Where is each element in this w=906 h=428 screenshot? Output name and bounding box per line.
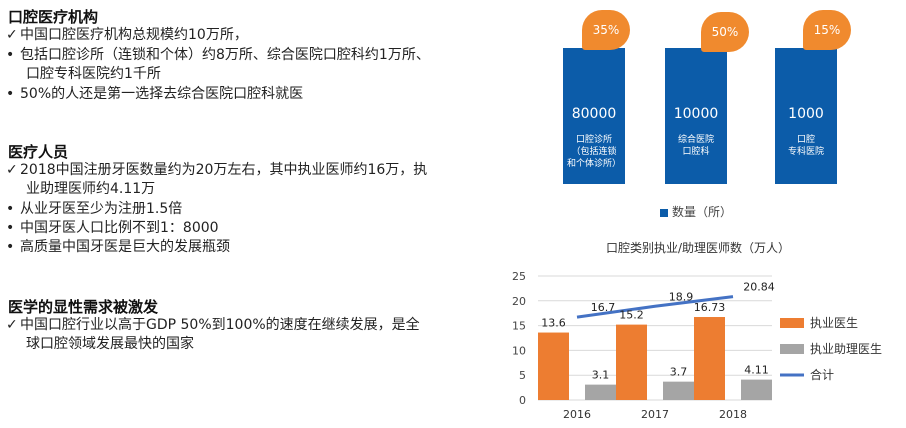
bullet-dot-icon: • [6, 86, 15, 102]
legend-swatch [780, 344, 804, 354]
bullet-dot-icon: • [6, 47, 15, 63]
bullet-text: 高质量中国牙医是巨大的发展瓶颈 [20, 239, 230, 255]
data-label: 1000 [788, 106, 824, 122]
y-tick-label: 5 [519, 369, 526, 382]
data-label: 10000 [673, 106, 719, 122]
bullet-dot-icon: • [6, 239, 15, 255]
data-label: 4.11 [744, 364, 769, 377]
bullet-continuation: 口腔专科医院约1千所 [26, 66, 161, 82]
bullet-text: 中国牙医人口比例不到1：8000 [20, 220, 219, 236]
y-tick-label: 15 [512, 320, 526, 333]
data-label: 20.84 [743, 281, 775, 294]
bar [694, 317, 725, 400]
bullet-item: • 从业牙医至少为注册1.5倍 [6, 200, 496, 219]
y-tick-label: 25 [512, 270, 526, 283]
bullet-item: • 包括口腔诊所（连锁和个体）约8万所、综合医院口腔科约1万所、口腔专科医院约1千… [6, 46, 496, 84]
category-label-line: 口腔 [796, 135, 815, 145]
data-label: 80000 [571, 106, 617, 122]
category-label: 口腔诊所 （包括连锁 和个体诊所） [563, 134, 625, 170]
bullet-text: 包括口腔诊所（连锁和个体）约8万所、综合医院口腔科约1万所、 [20, 47, 430, 63]
dentists-chart: 口腔类别执业/助理医师数（万人） 0 5 10 15 20 25 2016 13.6 3.1 2… [512, 240, 882, 421]
data-label: 15.2 [619, 309, 644, 322]
data-label: 13.6 [541, 317, 566, 330]
data-label: 16.73 [694, 301, 726, 314]
bullet-item: • 50%的人还是第一选择去综合医院口腔科就医 [6, 85, 496, 104]
check-icon: ✓ [6, 27, 18, 43]
section-title-institutions: 口腔医疗机构 [8, 8, 99, 26]
bullet-text: 2018中国注册牙医数量约为20万左右，其中执业医师约16万，执 [20, 162, 428, 178]
bullet-text: 中国口腔行业以高于GDP 50%到100%的速度在继续发展，是全 [20, 317, 420, 333]
bar [616, 324, 647, 400]
legend-label: 数量（所） [672, 205, 733, 219]
x-tick-label: 2016 [563, 408, 591, 421]
bullet-dot-icon: • [6, 220, 15, 236]
x-tick-label: 2018 [719, 408, 747, 421]
legend-swatch [660, 208, 668, 217]
category-label: 综合医院 口腔科 [665, 134, 727, 158]
category-label: 口腔 专科医院 [775, 134, 837, 158]
percent-callout: 50% [701, 12, 749, 52]
bullet-item: • 中国牙医人口比例不到1：8000 [6, 219, 496, 238]
legend-swatch [780, 318, 804, 328]
check-icon: ✓ [6, 162, 18, 178]
series-line [576, 295, 734, 319]
data-label: 3.1 [592, 369, 610, 382]
section-title-demand: 医学的显性需求被激发 [8, 298, 159, 316]
bullet-item: ✓ 中国口腔行业以高于GDP 50%到100%的速度在继续发展，是全球口腔领域发展… [6, 316, 496, 354]
category-label-line: 综合医院 [677, 135, 714, 145]
bullet-text: 从业牙医至少为注册1.5倍 [20, 201, 183, 217]
data-label: 3.7 [670, 366, 688, 379]
category-label-line: 口腔诊所 [575, 135, 612, 145]
percent-callout: 35% [582, 10, 630, 50]
bullet-item: • 高质量中国牙医是巨大的发展瓶颈 [6, 238, 496, 257]
bar-general-hospital: 10000 综合医院 口腔科 [665, 48, 727, 184]
x-tick-label: 2017 [641, 408, 669, 421]
bullet-item: ✓ 2018中国注册牙医数量约为20万左右，其中执业医师约16万，执业助理医师约4… [6, 161, 496, 199]
bar [538, 332, 569, 400]
category-label-line: 和个体诊所） [566, 159, 621, 169]
category-label-line: 专科医院 [787, 147, 824, 157]
y-tick-label: 0 [519, 394, 526, 407]
bullet-text: 50%的人还是第一选择去综合医院口腔科就医 [20, 86, 304, 102]
bar-clinic: 80000 口腔诊所 （包括连锁 和个体诊所） [563, 48, 625, 184]
data-label: 18.9 [669, 290, 694, 303]
category-label-line: 口腔科 [682, 147, 710, 157]
bullet-dot-icon: • [6, 201, 15, 217]
bar [663, 381, 694, 400]
legend-label: 合计 [810, 367, 834, 382]
legend-label: 执业医生 [810, 316, 858, 330]
bullet-text: 中国口腔医疗机构总规模约10万所， [20, 27, 248, 43]
chart-title: 口腔类别执业/助理医师数（万人） [606, 240, 790, 255]
y-tick-label: 10 [512, 344, 526, 357]
category-label-line: （包括连锁 [571, 147, 617, 157]
percent-callout: 15% [803, 10, 851, 50]
data-label: 16.7 [591, 301, 616, 314]
bullet-item: ✓ 中国口腔医疗机构总规模约10万所， [6, 26, 496, 45]
section-title-personnel: 医疗人员 [8, 143, 69, 161]
bar-specialty-hospital: 1000 口腔 专科医院 [775, 48, 837, 184]
bar [741, 379, 772, 400]
check-icon: ✓ [6, 317, 18, 333]
legend: 数量（所） [660, 203, 732, 220]
bullet-continuation: 球口腔领域发展最快的国家 [26, 336, 194, 352]
y-tick-label: 20 [512, 295, 526, 308]
legend-label: 执业助理医生 [810, 342, 882, 356]
bullet-continuation: 业助理医师约4.11万 [26, 181, 156, 197]
bar [585, 384, 616, 400]
